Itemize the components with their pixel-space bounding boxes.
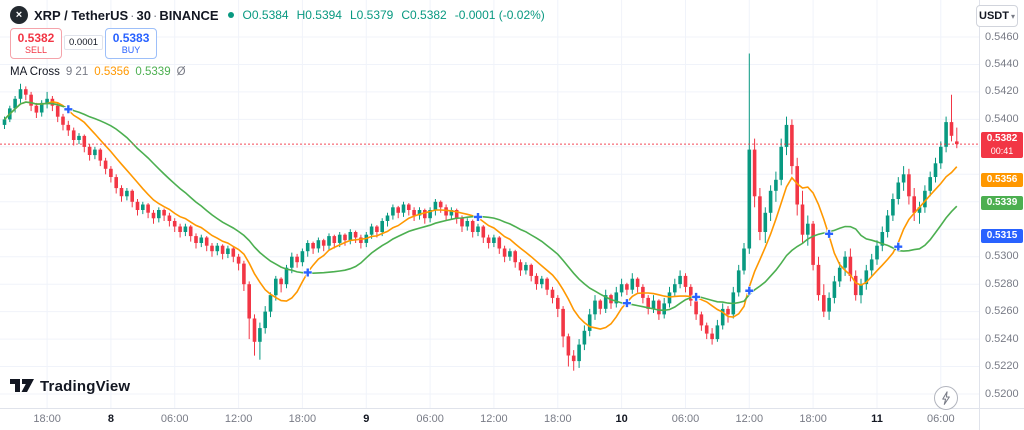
market-status-dot <box>227 12 234 18</box>
candlestick-chart[interactable] <box>0 0 979 408</box>
last-price-badge: 0.5382 00:41 <box>981 132 1023 159</box>
price-axis-label: 0.5220 <box>985 360 1019 372</box>
tradingview-logo-text: TradingView <box>40 378 131 395</box>
sell-label: SELL <box>24 45 48 55</box>
blue-price-badge: 0.5315 <box>981 229 1023 244</box>
time-axis-label: 06:00 <box>671 413 700 425</box>
price-axis-label: 0.5240 <box>985 332 1019 345</box>
high-value: H0.5394 <box>296 8 342 22</box>
time-axis-label: 10 <box>615 413 628 425</box>
time-axis-label: 06:00 <box>927 413 955 425</box>
change-value: -0.0001 (-0.02%) <box>454 8 545 22</box>
time-axis-label: 18:00 <box>544 413 572 425</box>
currency-label: USDT <box>979 10 1009 22</box>
indicator-name: MA Cross <box>10 66 60 78</box>
price-axis-label: 0.5280 <box>985 277 1019 290</box>
price-axis-label: 0.5420 <box>985 85 1019 98</box>
time-axis-label: 12:00 <box>480 413 508 425</box>
buy-sell-widget: 0.5382 SELL 0.0001 0.5383 BUY <box>10 28 158 59</box>
price-axis-label: 0.5460 <box>985 30 1019 43</box>
grid-lines <box>0 0 979 408</box>
time-axis-label: 11 <box>871 413 883 425</box>
open-value: O0.5384 <box>242 8 289 22</box>
spread-value: 0.0001 <box>64 35 104 50</box>
ma9-price-badge: 0.5356 <box>981 172 1023 187</box>
tradingview-logo[interactable]: TradingView <box>10 378 130 395</box>
sell-button[interactable]: 0.5382 SELL <box>10 28 62 59</box>
indicator-empty-value: Ø <box>176 66 186 78</box>
buy-label: BUY <box>121 45 141 55</box>
low-value: L0.5379 <box>349 8 394 22</box>
axis-corner <box>979 408 1024 430</box>
tradingview-logo-icon <box>10 379 34 392</box>
ma-cross-markers <box>63 104 903 308</box>
time-axis-label: 9 <box>363 413 370 425</box>
time-axis[interactable]: 18:00 8 06:00 12:00 18:00 9 06:00 12:00 18:00 10 0… <box>0 408 979 430</box>
xrp-logo-icon: × <box>10 6 28 24</box>
ma-line-9 <box>3 100 958 330</box>
time-axis-label: 12:00 <box>224 413 253 425</box>
ma21-price-badge: 0.5339 <box>981 196 1023 211</box>
candles <box>2 53 959 371</box>
indicator-params: 9 21 <box>65 66 89 78</box>
time-axis-label: 8 <box>107 413 114 425</box>
price-axis-label: 0.5300 <box>985 250 1019 263</box>
title-separator: · <box>152 7 158 23</box>
chart-header: × XRP / TetherUS · 30 · BINANCE O0.5384 H0.5… <box>10 6 545 78</box>
symbol-name: XRP / TetherUS <box>34 7 129 23</box>
time-axis-label: 12:00 <box>735 413 764 425</box>
ohlc-values: O0.5384 H0.5394 L0.5379 C0.5382 -0.0001 … <box>243 8 545 22</box>
price-axis-label: 0.5400 <box>985 112 1019 125</box>
chevron-down-icon: ▾ <box>1010 11 1015 21</box>
buy-price: 0.5383 <box>112 31 150 45</box>
time-axis-label: 18:00 <box>33 413 61 425</box>
currency-selector-button[interactable]: USDT ▾ <box>976 5 1018 27</box>
time-axis-label: 18:00 <box>799 413 827 425</box>
price-axis-label: 0.5200 <box>985 387 1019 400</box>
interval-value: 30 <box>136 7 151 23</box>
time-axis-label: 06:00 <box>160 413 189 425</box>
symbol-title[interactable]: XRP / TetherUS · 30 · BINANCE <box>34 8 219 23</box>
ma-fast-value: 0.5356 <box>94 66 130 78</box>
time-axis-label: 18:00 <box>288 413 317 425</box>
price-axis-label: 0.5260 <box>985 305 1019 318</box>
close-value: C0.5382 <box>401 8 447 22</box>
indicator-legend[interactable]: MA Cross 9 21 0.5356 0.5339 Ø <box>10 66 186 78</box>
lightning-bolt-icon <box>942 391 950 405</box>
price-axis-label: 0.5440 <box>985 58 1019 70</box>
buy-button[interactable]: 0.5383 BUY <box>105 28 158 59</box>
sell-price: 0.5382 <box>17 31 55 45</box>
ma-slow-value: 0.5339 <box>135 66 171 78</box>
price-axis[interactable]: 0.5460 0.5440 0.5420 0.5400 0.5300 0.5280 0.52… <box>979 0 1024 408</box>
quick-trade-button[interactable] <box>934 386 958 410</box>
time-axis-label: 06:00 <box>416 413 444 425</box>
title-separator: · <box>130 7 135 23</box>
exchange-name: BINANCE <box>159 7 219 23</box>
